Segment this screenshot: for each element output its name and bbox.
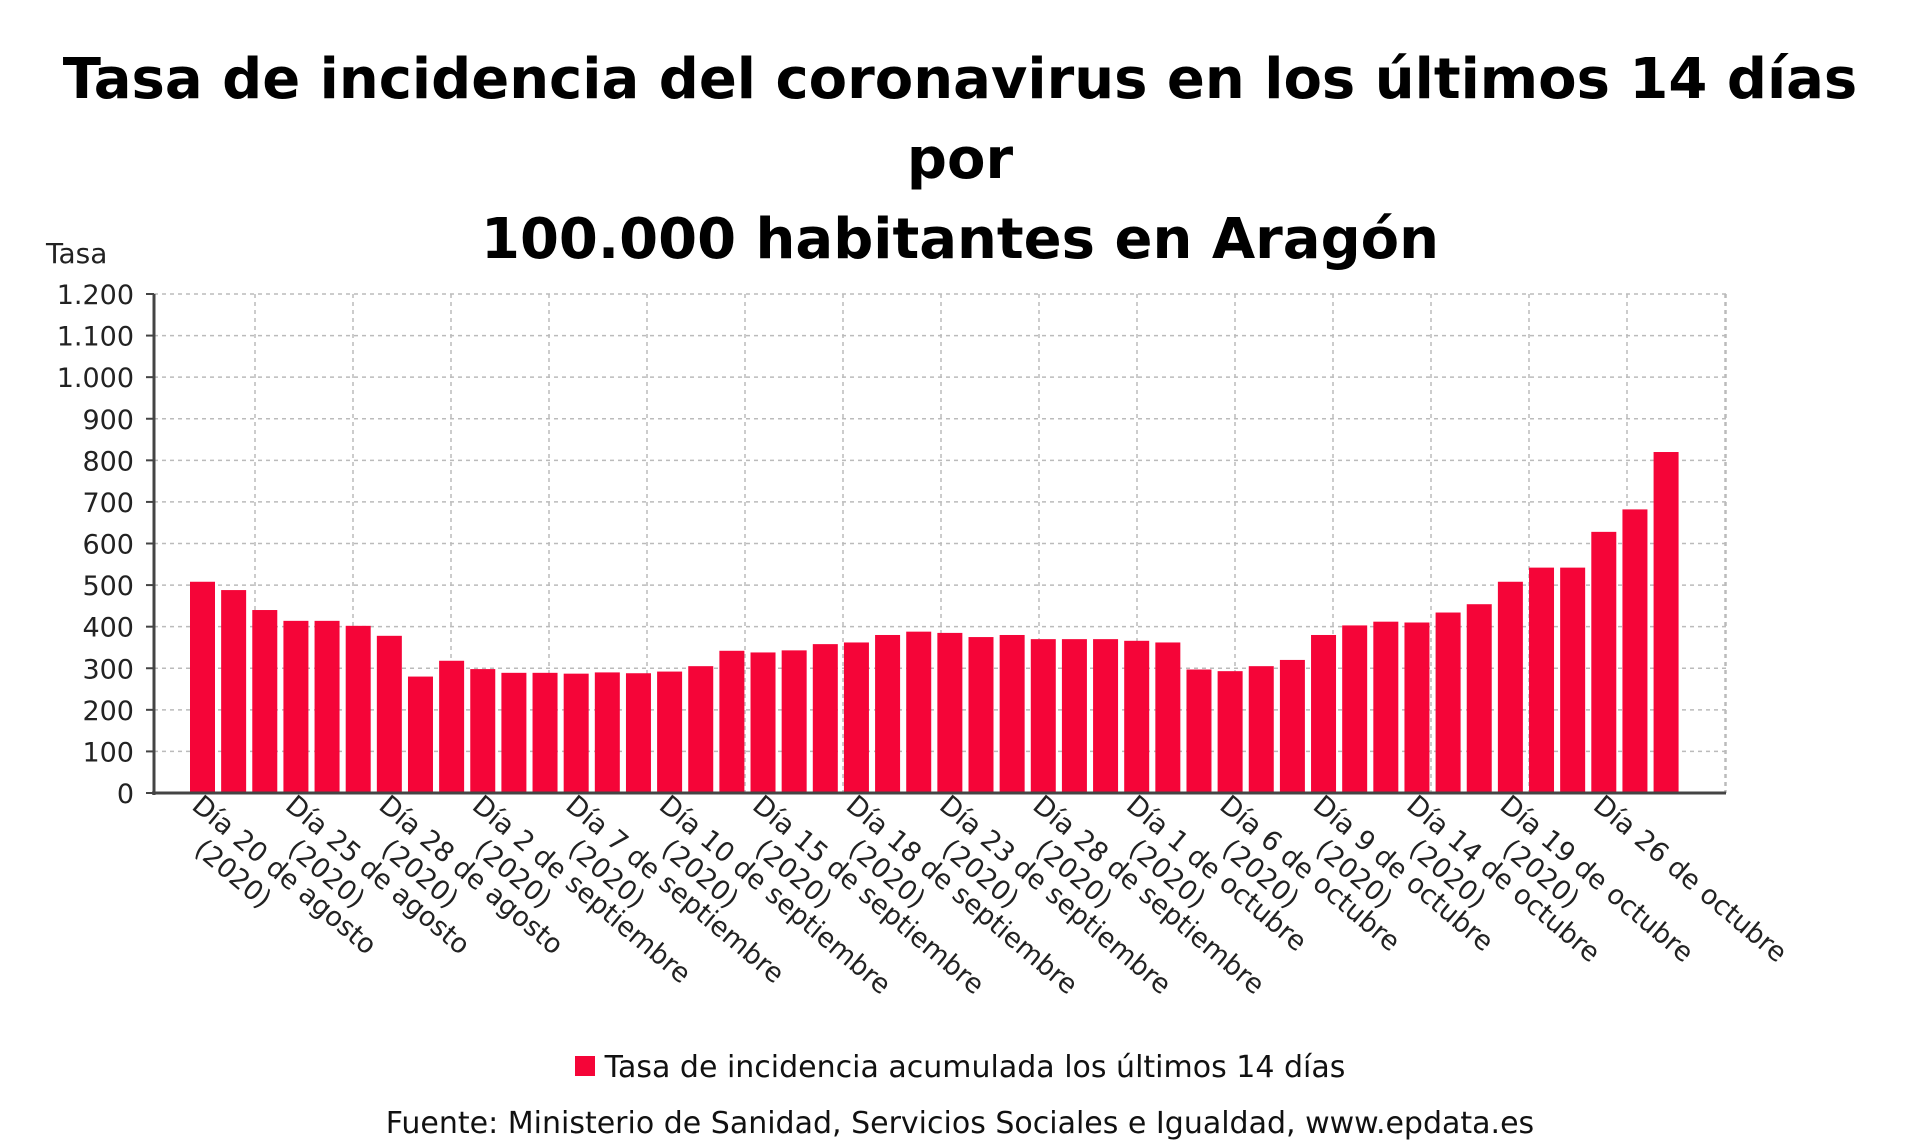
y-tick-label-7: 700 (82, 488, 134, 519)
bar-33 (1217, 671, 1243, 793)
bar-43 (1529, 567, 1555, 793)
bar-32 (1186, 669, 1212, 793)
axis-layer (146, 293, 1726, 795)
bar-11 (532, 672, 558, 793)
bar-14 (625, 673, 651, 793)
bar-0 (190, 581, 215, 793)
bar-5 (345, 625, 371, 793)
y-tick-label-5: 500 (82, 571, 134, 602)
bar-12 (563, 673, 589, 793)
y-tick-label-11: 1.100 (57, 322, 134, 353)
bar-26 (999, 634, 1025, 793)
bar-9 (470, 669, 496, 793)
bar-47 (1653, 452, 1679, 793)
bar-18 (750, 652, 776, 793)
bar-6 (376, 635, 402, 793)
bar-10 (501, 672, 527, 793)
source-note: Fuente: Ministerio de Sanidad, Servicios… (385, 1106, 1535, 1141)
bar-3 (283, 620, 309, 793)
bar-21 (843, 642, 869, 793)
bar-16 (688, 666, 714, 793)
bar-45 (1591, 531, 1617, 793)
bar-17 (719, 650, 745, 793)
bar-41 (1466, 604, 1492, 793)
y-tick-label-6: 600 (82, 530, 134, 561)
bar-37 (1342, 625, 1368, 793)
bar-8 (439, 660, 465, 793)
bar-13 (594, 672, 620, 793)
y-axis-label: Tasa (45, 237, 107, 270)
legend: Tasa de incidencia acumulada los últimos… (0, 1050, 1920, 1085)
legend-swatch-icon (574, 1055, 595, 1076)
bar-7 (407, 676, 433, 793)
y-tick-label-10: 1.000 (57, 363, 134, 394)
bar-1 (221, 590, 247, 793)
y-tick-label-3: 300 (82, 654, 134, 685)
bar-22 (875, 634, 901, 793)
bar-34 (1248, 666, 1274, 793)
bar-31 (1155, 642, 1181, 793)
bar-29 (1093, 639, 1119, 793)
x-ticks: Día 20 de agosto(2020) Día 25 de agosto(2… (186, 790, 1793, 1001)
bar-46 (1622, 509, 1648, 793)
chart-title: Tasa de incidencia del coronavirus en lo… (60, 40, 1860, 280)
bar-27 (1030, 639, 1056, 793)
bar-4 (314, 620, 340, 793)
bar-36 (1311, 634, 1337, 793)
y-tick-label-9: 900 (82, 405, 134, 436)
bar-15 (657, 671, 683, 793)
bars-layer (190, 452, 1679, 793)
bar-44 (1560, 567, 1586, 793)
bar-20 (812, 644, 838, 793)
bar-35 (1279, 659, 1305, 793)
bar-30 (1124, 640, 1150, 793)
bar-38 (1373, 621, 1399, 793)
y-tick-label-12: 1.200 (57, 280, 134, 311)
bar-23 (906, 631, 932, 793)
y-tick-label-1: 100 (82, 737, 134, 768)
bar-2 (252, 610, 278, 793)
bar-24 (937, 632, 963, 793)
title-line-2: 100.000 habitantes en Aragón (480, 207, 1439, 272)
title-line-1: Tasa de incidencia del coronavirus en lo… (62, 47, 1858, 192)
y-tick-label-0: 0 (117, 779, 134, 810)
bar-28 (1061, 639, 1087, 793)
y-tick-label-2: 200 (82, 696, 134, 727)
bar-25 (968, 637, 994, 793)
legend-label: Tasa de incidencia acumulada los últimos… (604, 1050, 1346, 1085)
y-tick-label-4: 400 (82, 613, 134, 644)
bar-42 (1497, 581, 1523, 793)
bar-40 (1435, 612, 1461, 793)
bar-39 (1404, 622, 1430, 793)
y-tick-label-8: 800 (82, 446, 134, 477)
bar-19 (781, 650, 807, 793)
bar-chart: Tasa 0 100 200 300 400 500 600 700 800 900 1.000 1.… (45, 237, 1793, 1001)
y-ticks: 0 100 200 300 400 500 600 700 800 900 1.000 1.100 1.… (57, 280, 134, 810)
